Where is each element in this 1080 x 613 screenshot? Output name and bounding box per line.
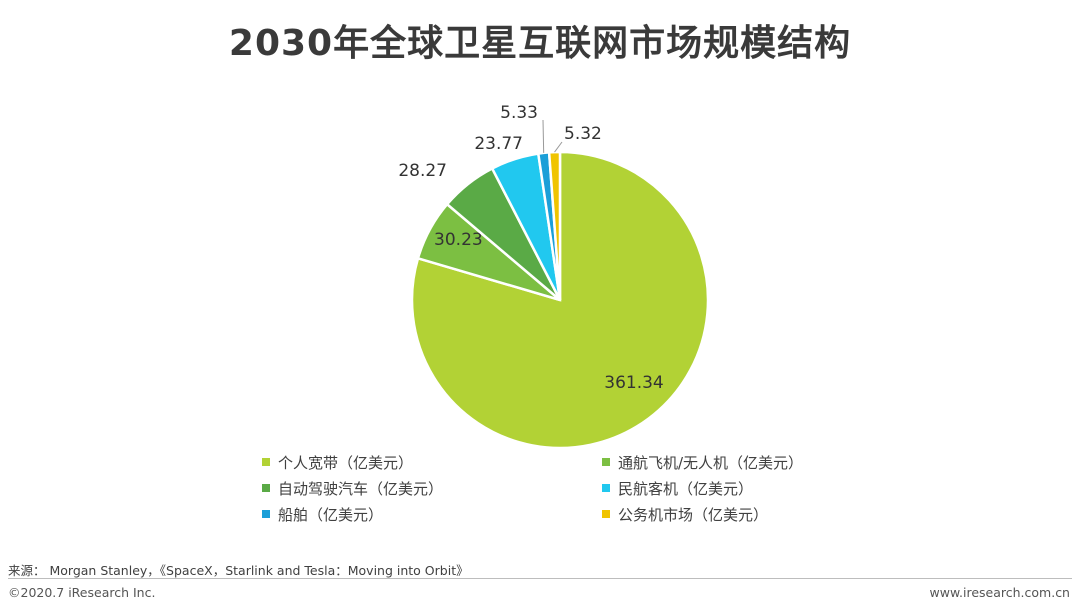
website-link[interactable]: www.iresearch.com.cn bbox=[929, 585, 1071, 600]
copyright: ©2020.7 iResearch Inc. bbox=[8, 585, 156, 600]
legend-swatch bbox=[262, 484, 270, 492]
legend-swatch bbox=[262, 510, 270, 518]
data-label-personal-broadband: 361.34 bbox=[604, 373, 663, 393]
legend-label: 自动驾驶汽车（亿美元） bbox=[278, 479, 444, 498]
data-label-autonomous-car: 28.27 bbox=[398, 161, 447, 181]
legend-item-general-aviation: 通航飞机/无人机（亿美元） bbox=[602, 452, 862, 472]
legend-item-personal-broadband: 个人宽带（亿美元） bbox=[262, 452, 602, 472]
data-label-ships: 5.33 bbox=[500, 103, 538, 123]
legend-label: 公务机市场（亿美元） bbox=[618, 505, 769, 524]
legend-swatch bbox=[602, 458, 610, 466]
chart-title: 2030年全球卫星互联网市场规模结构 bbox=[228, 23, 852, 64]
legend-label: 民航客机（亿美元） bbox=[618, 479, 754, 498]
legend-item-autonomous-car: 自动驾驶汽车（亿美元） bbox=[262, 478, 602, 498]
legend-item-business-jet: 公务机市场（亿美元） bbox=[602, 504, 862, 524]
source-note: 来源： Morgan Stanley，《SpaceX，Starlink and … bbox=[8, 563, 469, 578]
legend-swatch bbox=[602, 484, 610, 492]
legend-item-civil-aircraft: 民航客机（亿美元） bbox=[602, 478, 862, 498]
legend-swatch bbox=[262, 458, 270, 466]
data-label-business-jet: 5.32 bbox=[564, 124, 602, 144]
chart-legend: 个人宽带（亿美元） 通航飞机/无人机（亿美元） 自动驾驶汽车（亿美元） 民航客机… bbox=[262, 452, 862, 524]
legend-label: 个人宽带（亿美元） bbox=[278, 453, 414, 472]
legend-label: 船舶（亿美元） bbox=[278, 505, 384, 524]
footer-divider bbox=[8, 578, 1072, 579]
leader-line-ships bbox=[542, 119, 545, 153]
legend-label: 通航飞机/无人机（亿美元） bbox=[618, 453, 804, 472]
leader-line-business-jet bbox=[554, 141, 563, 153]
pie-slice-business-jet bbox=[547, 150, 562, 301]
legend-item-ships: 船舶（亿美元） bbox=[262, 504, 602, 524]
data-label-civil-aircraft: 23.77 bbox=[474, 134, 523, 154]
pie-chart: 361.34 30.23 28.27 23.77 5.33 5.32 bbox=[398, 103, 710, 450]
legend-swatch bbox=[602, 510, 610, 518]
data-label-general-aviation: 30.23 bbox=[434, 230, 483, 250]
